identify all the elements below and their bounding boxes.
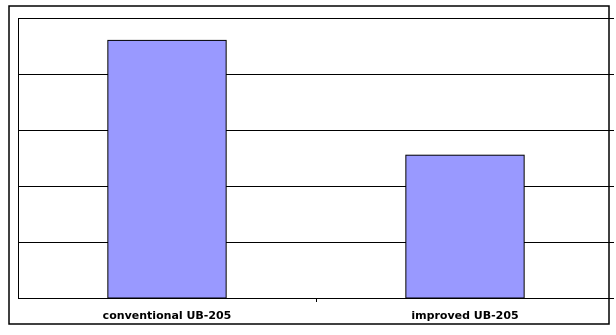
plot-area: conventional UB-205 improved UB-205 bbox=[18, 18, 614, 322]
bar bbox=[405, 154, 525, 299]
x-tick-label: improved UB-205 bbox=[411, 309, 518, 322]
x-tick-label: conventional UB-205 bbox=[103, 309, 232, 322]
bar bbox=[107, 39, 227, 299]
